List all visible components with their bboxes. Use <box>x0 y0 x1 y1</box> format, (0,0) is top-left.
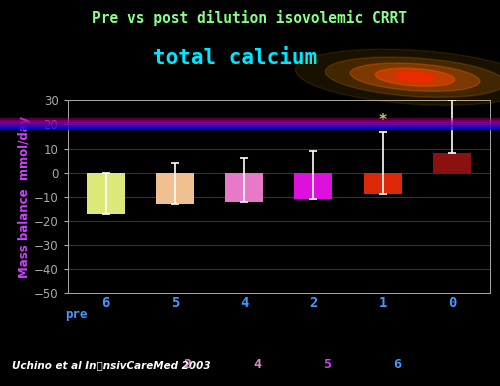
Bar <box>364 173 402 195</box>
Bar <box>86 173 124 214</box>
Bar <box>0 122 500 126</box>
Ellipse shape <box>326 57 500 97</box>
Text: 5: 5 <box>324 358 332 371</box>
Text: 4: 4 <box>254 358 262 371</box>
Ellipse shape <box>296 49 500 105</box>
Text: pre: pre <box>65 308 88 322</box>
Text: *: * <box>378 113 386 128</box>
Text: 2: 2 <box>184 358 192 371</box>
Bar <box>433 153 471 173</box>
Bar <box>0 118 500 122</box>
Bar <box>294 173 333 199</box>
Bar <box>0 125 500 129</box>
Bar <box>156 173 194 204</box>
Text: Pre vs post dilution isovolemic CRRT: Pre vs post dilution isovolemic CRRT <box>92 10 407 25</box>
Text: total calcium: total calcium <box>153 48 317 68</box>
Ellipse shape <box>395 72 435 82</box>
Ellipse shape <box>350 63 480 91</box>
Text: Uchino et al InⓄnsivCareMed 2003: Uchino et al InⓄnsivCareMed 2003 <box>12 360 211 370</box>
Bar <box>225 173 263 201</box>
Bar <box>0 120 500 124</box>
Ellipse shape <box>375 68 455 86</box>
Y-axis label: Mass balance  mmol/day: Mass balance mmol/day <box>18 116 31 278</box>
Text: 6: 6 <box>394 358 402 371</box>
